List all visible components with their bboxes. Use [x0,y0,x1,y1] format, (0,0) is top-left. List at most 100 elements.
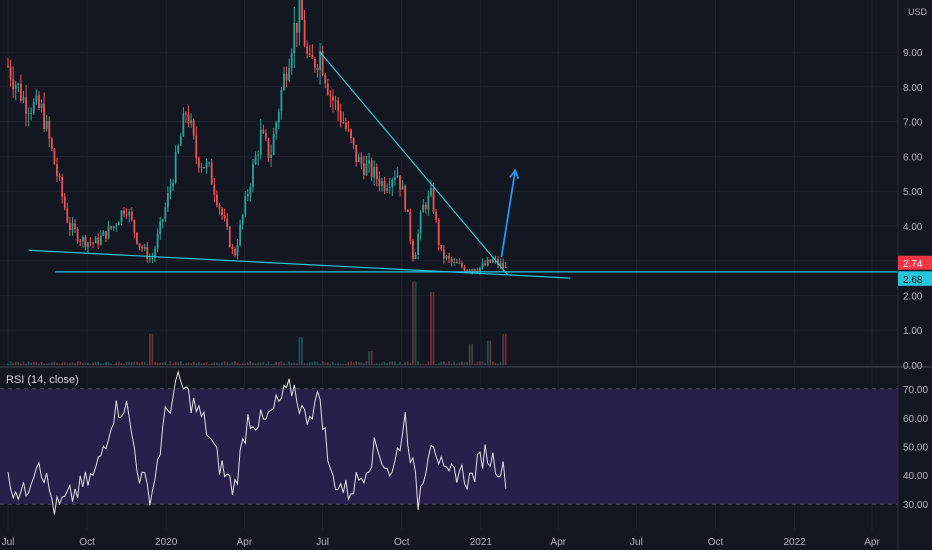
price-candles[interactable] [7,0,507,275]
volume-bar [463,362,466,365]
volume-bar [133,361,136,365]
volume-bar [298,337,301,365]
candle-body [301,0,303,20]
candle [275,120,278,140]
volume-bar [81,362,84,365]
candle [164,202,167,223]
candle [195,126,198,165]
volume-bar [58,363,61,365]
time-axis[interactable]: Jul Oct 2020 Apr Jul Oct 2021 Apr Jul Oct 2022 Apr [2,537,881,548]
time-tick-label: Oct [394,537,410,548]
candle-body [167,192,169,208]
volume-bar [213,362,216,365]
candle [56,157,58,183]
volume-bar [396,363,399,365]
arrow-head[interactable] [509,168,520,180]
candle [246,189,249,202]
candle [161,218,164,229]
volume-bar [228,363,231,365]
candle [40,99,43,113]
volume-bar [254,363,257,365]
candle [27,107,30,127]
candle [110,225,113,231]
rsi-tick-label: 50.00 [903,443,928,454]
candle-body [105,231,107,239]
candle-body [355,144,358,163]
candle [25,85,27,127]
candle-body [223,215,226,219]
candle-body [9,66,12,80]
candle-body [412,240,414,260]
candle-body [386,188,389,191]
arrow-shaft[interactable] [500,170,517,258]
candle-body [148,258,151,260]
candle-body [440,245,443,250]
volume-bar [66,363,69,365]
candle [306,40,309,59]
candle-body [326,83,329,95]
candle [167,186,169,212]
candle-body [208,162,211,164]
candle [177,143,180,155]
candle [298,0,301,46]
volume-bar [375,363,378,365]
candle-body [504,266,507,269]
trendline[interactable] [28,249,571,279]
candle-body [295,22,298,33]
candle-body [314,58,316,68]
candle [267,137,270,162]
volume-bar [136,361,138,365]
candle-body [288,68,291,81]
volume-bar [112,363,115,365]
candle [440,245,443,252]
volume-bar [437,363,440,365]
volume-bar [293,362,296,365]
candle [435,209,438,223]
candle [169,178,172,200]
volume-bar [295,363,298,365]
candle-body [156,234,159,249]
trendline[interactable] [319,51,508,276]
candle-body [246,194,249,197]
volume-bar [427,361,430,365]
candle-body [280,89,283,112]
candle-body [7,66,9,67]
candle [445,254,448,261]
volume-bar [210,363,213,365]
candle-body [430,188,432,196]
price-tick-label: 0.00 [903,361,923,372]
candle [288,58,291,83]
volume-bar [319,363,321,365]
volume-bar [208,363,211,365]
volume-bar [30,362,33,365]
candle [401,180,404,190]
candle-body [319,51,321,70]
candle [461,260,463,269]
candle-body [216,194,218,206]
candle [38,91,40,111]
volume-bar [466,361,468,365]
time-tick-label: Jul [316,537,329,548]
candle [270,144,272,167]
candle-body [453,261,456,263]
candle [316,63,319,78]
candle [249,183,252,202]
volume-bar [357,361,360,365]
candle-body [252,164,254,188]
candle-body [40,103,43,109]
candle-body [458,262,461,264]
candle-body [468,270,471,271]
candle [218,203,221,215]
candle [43,92,46,132]
volume-bar [9,361,12,365]
candle-body [128,211,131,216]
rsi-axis[interactable]: 30.00 40.00 50.00 60.00 70.00 [903,385,928,511]
candle-body [107,226,110,239]
volume-bar [71,362,74,365]
volume-bar [453,361,456,365]
candle [257,150,260,166]
drawings[interactable] [28,51,932,279]
volume-bar [316,361,319,365]
volume-bar [267,361,270,365]
